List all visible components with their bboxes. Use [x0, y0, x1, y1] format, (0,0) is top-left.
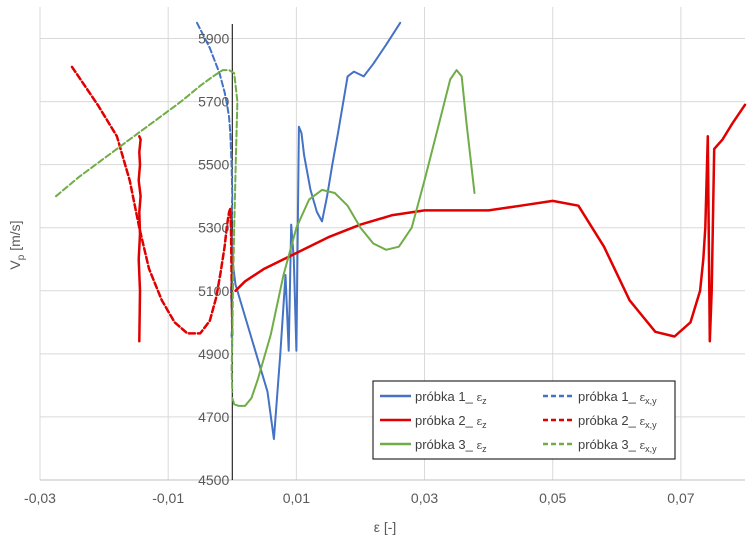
y-tick-label: 5500: [198, 157, 229, 173]
y-tick-label: 4500: [198, 472, 229, 488]
legend-label-5: próbka 3_ εx,y: [578, 437, 657, 454]
x-tick-label: -0,03: [24, 490, 56, 506]
x-tick-label: -0,01: [152, 490, 184, 506]
series-line-4: [137, 135, 142, 343]
y-tick-label: 5300: [198, 220, 229, 236]
series-line-3: [70, 65, 234, 337]
legend-epsilon: ε: [639, 439, 645, 452]
legend-box: [372, 380, 676, 460]
legend-label-sub: z: [482, 396, 487, 406]
legend-epsilon: ε: [476, 415, 482, 428]
legend-epsilon: ε: [639, 415, 645, 428]
y-tick-label: 5900: [198, 31, 229, 47]
legend-label-main: próbka 1_: [415, 389, 476, 404]
y-axis-title: Vp [m/s]: [7, 220, 27, 269]
legend-label-main: próbka 2_: [578, 413, 639, 428]
legend-epsilon: ε: [476, 439, 482, 452]
legend-label-sub: x,y: [645, 444, 657, 454]
legend-epsilon: ε: [476, 391, 482, 404]
x-tick-label: 0,01: [283, 490, 310, 506]
series-line-5: [231, 69, 476, 407]
y-tick-label: 5700: [198, 94, 229, 110]
y-tick-label: 5100: [198, 283, 229, 299]
legend-epsilon: ε: [639, 391, 645, 404]
legend-label-sub: z: [482, 420, 487, 430]
y-tick-label: 4900: [198, 346, 229, 362]
legend-label-4: próbka 3_ εz: [415, 437, 487, 454]
legend-label-sub: x,y: [645, 396, 657, 406]
series-line-1: [196, 21, 234, 349]
legend-label-2: próbka 2_ εz: [415, 413, 487, 430]
y-tick-label: 4700: [198, 409, 229, 425]
x-tick-label: 0,05: [539, 490, 566, 506]
series-line-0: [231, 21, 402, 440]
series-group: [55, 21, 747, 440]
legend-label-sub: x,y: [645, 420, 657, 430]
legend-label-3: próbka 2_ εx,y: [578, 413, 657, 430]
legend-label-1: próbka 1_ εx,y: [578, 389, 657, 406]
x-tick-label: 0,07: [667, 490, 694, 506]
legend-label-0: próbka 1_ εz: [415, 389, 487, 406]
legend-label-main: próbka 3_: [415, 437, 476, 452]
tick-labels: 4500 4700 4900 5100 5300 5500 5700 5900 -0,03 -0,…: [24, 31, 695, 506]
y-axis-title-main: V: [7, 260, 23, 270]
y-axis-title-unit: [m/s]: [7, 220, 23, 254]
x-tick-label: 0,03: [411, 490, 438, 506]
legend-label-main: próbka 2_: [415, 413, 476, 428]
series-line-6: [55, 69, 239, 393]
y-axis-title-sub: p: [16, 254, 27, 260]
series-line-2: [234, 103, 747, 343]
x-axis-title: ε [-]: [374, 519, 397, 535]
legend-label-sub: z: [482, 444, 487, 454]
legend-label-main: próbka 3_: [578, 437, 639, 452]
legend-label-main: próbka 1_: [578, 389, 639, 404]
